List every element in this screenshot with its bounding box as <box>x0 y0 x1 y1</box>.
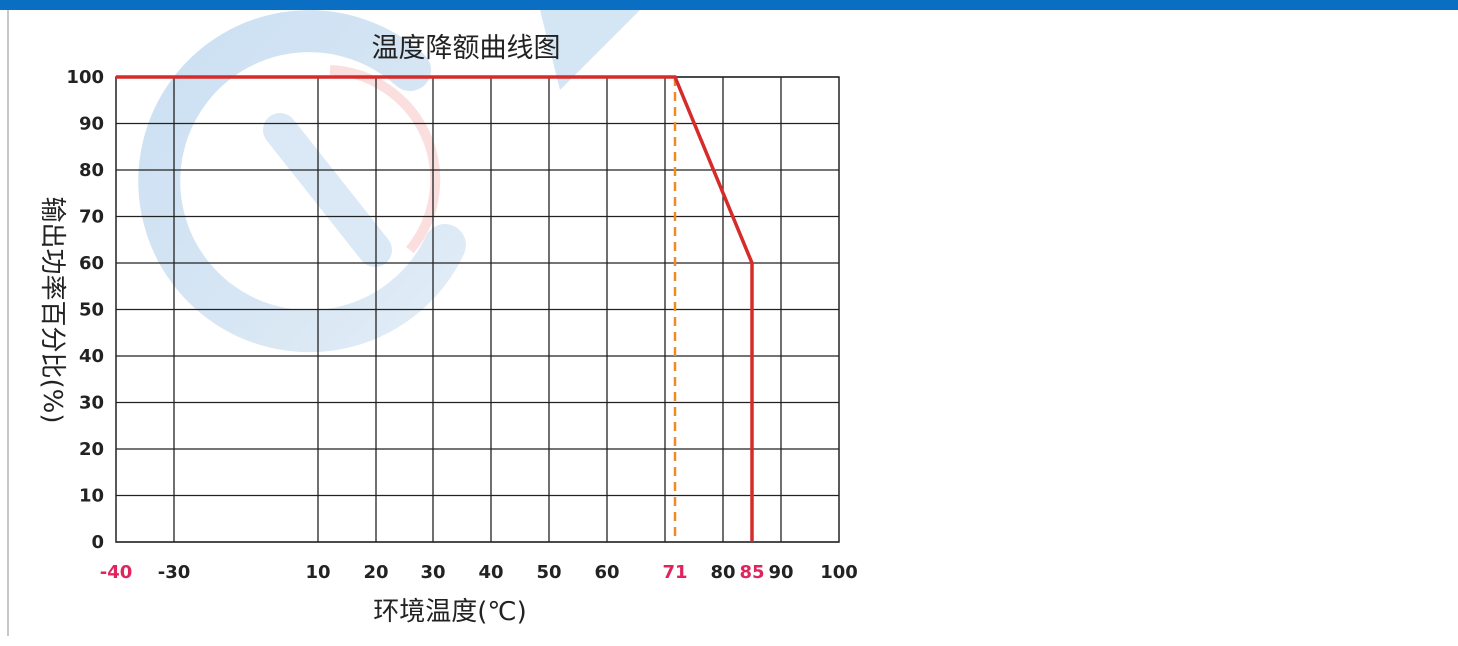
derating-curve <box>116 75 754 542</box>
y-tick-label: 100 <box>66 67 104 88</box>
x-tick-label: 30 <box>420 562 445 583</box>
y-tick-label: 30 <box>79 393 104 414</box>
x-axis-label: 环境温度(℃) <box>373 597 527 627</box>
y-tick-label: 70 <box>79 207 104 228</box>
y-tick-label: 20 <box>79 439 104 460</box>
x-tick-label: 80 <box>710 562 735 583</box>
grid <box>115 76 840 543</box>
y-tick-label: 90 <box>79 114 104 135</box>
x-tick-label: 60 <box>594 562 619 583</box>
x-tick-label: 85 <box>739 562 764 583</box>
chart-title: 温度降额曲线图 <box>372 33 561 64</box>
x-tick-label: 100 <box>820 562 858 583</box>
x-tick-label: 10 <box>305 562 330 583</box>
x-tick-label: -40 <box>100 562 133 583</box>
x-tick-labels: -40 -30 10 20 30 40 50 60 71 80 85 90 100 <box>100 562 858 583</box>
x-tick-label: -30 <box>158 562 191 583</box>
y-tick-label: 40 <box>79 346 104 367</box>
x-tick-label: 20 <box>363 562 388 583</box>
series-layer <box>115 75 754 543</box>
x-tick-label: 90 <box>768 562 793 583</box>
y-axis-label: 输出功率百分比(%) <box>37 197 67 424</box>
x-tick-label: 50 <box>536 562 561 583</box>
y-tick-label: 80 <box>79 160 104 181</box>
left-border <box>7 10 9 636</box>
y-tick-label: 60 <box>79 253 104 274</box>
y-tick-label: 0 <box>91 532 104 553</box>
watermark-logo <box>138 10 640 353</box>
top-bar <box>0 0 1458 10</box>
x-tick-label: 40 <box>478 562 503 583</box>
y-tick-label: 50 <box>79 300 104 321</box>
y-tick-labels: 0 10 20 30 40 50 60 70 80 90 100 <box>66 67 104 553</box>
x-tick-label: 71 <box>662 562 687 583</box>
y-tick-label: 10 <box>79 486 104 507</box>
